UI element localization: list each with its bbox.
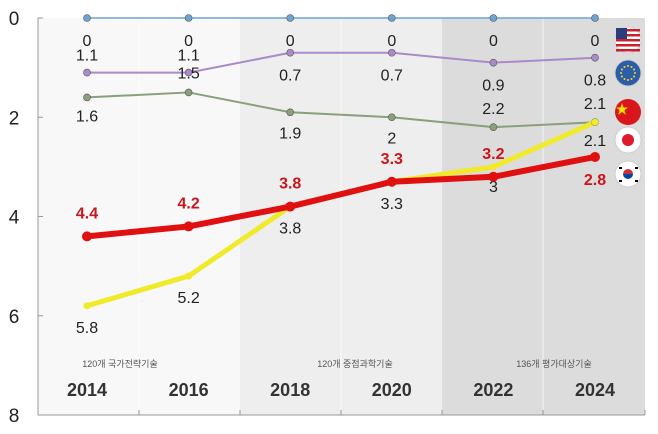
data-point-china [184,88,193,97]
x-tick-label: 2018 [270,380,310,400]
data-label-korea: 3.2 [482,146,504,163]
data-point-us [387,14,396,22]
data-label-us: 0 [286,33,295,50]
data-label-us: 0 [489,33,498,50]
china-flag-icon [615,99,641,125]
data-label-eu: 0.7 [279,68,301,85]
y-tick-label: 2 [9,108,20,129]
data-label-eu: 0.8 [584,73,606,90]
data-label-us: 0 [591,33,600,50]
data-point-japan [185,272,193,280]
y-tick-label: 8 [9,406,20,427]
eu-flag-icon [614,59,642,87]
y-tick-label: 4 [9,208,20,229]
data-point-eu [489,58,498,67]
period-label: 120개 국가전략기술 [82,358,157,369]
data-label-china: 2.2 [482,101,504,118]
data-label-japan: 5.8 [76,320,98,337]
data-label-china: 1.5 [177,65,199,82]
data-point-japan [489,163,497,171]
data-label-korea: 2.8 [584,172,606,189]
data-point-us [83,14,91,22]
series-line-korea [86,154,596,240]
y-tick-label: 0 [9,9,20,30]
data-point-china [489,123,498,131]
data-label-us: 0 [184,33,193,50]
data-label-korea: 4.2 [177,195,199,212]
data-point-korea [386,176,397,187]
period-label: 120개 중점과학기술 [317,358,392,369]
data-label-china: 2 [387,130,396,147]
data-label-korea: 3.3 [381,151,403,168]
series-line-china [86,91,596,129]
period-label: 136개 평가대상기술 [516,359,591,369]
data-label-japan: 2.1 [584,133,606,150]
data-label-china: 2.1 [584,96,606,113]
data-label-japan: 5.2 [177,290,199,307]
us-flag-icon [614,26,642,54]
data-point-eu [591,53,599,62]
data-point-japan [83,302,91,310]
data-label-china: 1.9 [279,125,301,142]
x-tick-label: 2022 [473,380,513,400]
japan-flag-icon [614,126,642,154]
data-label-korea: 3.8 [279,176,301,193]
data-label-us: 0 [83,33,92,50]
data-point-eu [387,48,396,57]
data-point-korea [590,151,600,162]
data-point-china [83,93,91,102]
data-label-japan: 3 [489,179,498,196]
data-point-china [286,108,295,117]
data-point-eu [184,68,193,77]
data-label-eu: 0.7 [381,68,403,85]
x-tick-label: 2024 [575,380,615,400]
data-label-us: 0 [387,33,396,50]
data-label-eu: 0.9 [482,78,504,95]
data-label-china: 1.6 [76,108,98,125]
x-tick-label: 2014 [67,380,107,400]
korea-flag-icon [614,160,642,188]
data-point-korea [183,221,194,232]
data-point-korea [285,201,296,212]
x-tick-label: 2016 [169,380,209,400]
data-point-us [184,14,193,22]
data-label-japan: 3.8 [279,221,301,238]
data-point-china [387,113,396,122]
data-point-us [286,14,295,22]
y-tick-label: 6 [9,307,20,328]
data-point-eu [286,48,295,57]
data-point-japan [591,118,599,126]
data-point-korea [82,231,92,242]
data-point-eu [83,68,91,77]
series-line-eu [87,51,596,74]
data-label-eu: 1.1 [177,48,199,65]
x-tick-label: 2020 [372,380,412,400]
data-point-us [489,14,498,22]
data-label-japan: 3.3 [381,196,403,213]
data-point-us [591,14,599,22]
data-label-eu: 1.1 [76,48,98,65]
data-label-korea: 4.4 [76,205,98,222]
data-point-korea [488,171,499,182]
